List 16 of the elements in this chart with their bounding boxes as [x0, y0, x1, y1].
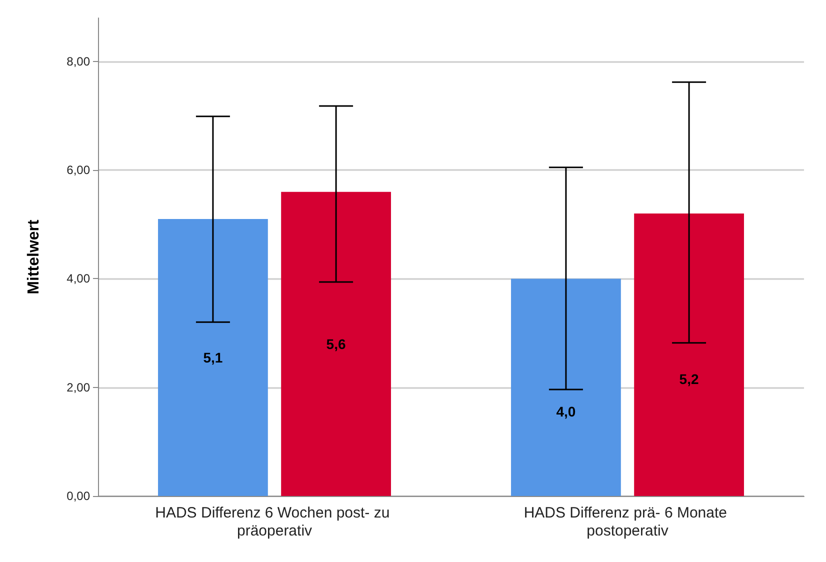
y-tick-label: 6,00	[66, 163, 90, 178]
y-axis-title: Mittelwert	[26, 218, 42, 294]
data-label: 5,2	[679, 370, 699, 387]
bar	[158, 218, 268, 496]
data-label: 5,6	[326, 336, 346, 352]
y-tick-label: 0,00	[66, 489, 90, 503]
y-tick-label: 4,00	[66, 272, 90, 286]
x-tick-label: HADS Differenz prä- 6 Monate postoperativ	[524, 504, 732, 540]
y-tick-label: 8,00	[66, 54, 90, 68]
bar	[634, 214, 744, 496]
x-tick-label: HADS Differenz 6 Wochen post- zu präoperativ	[155, 504, 394, 540]
data-label: 5,1	[203, 349, 223, 366]
y-tick-label: 2,00	[66, 380, 90, 394]
data-label: 4,0	[556, 403, 576, 420]
bar	[511, 278, 621, 496]
bar	[281, 192, 391, 496]
